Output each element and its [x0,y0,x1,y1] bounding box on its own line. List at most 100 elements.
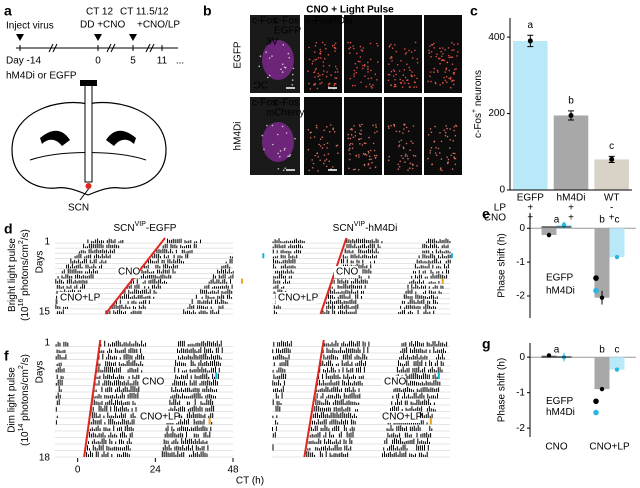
cell-speck [438,57,441,60]
cell-speck [402,80,404,82]
cell-speck [335,77,338,79]
image-label: c-Fos [252,16,277,27]
cell-speck [429,152,431,154]
cell-speck [279,150,282,152]
cell-speck [333,44,336,46]
cell-speck [361,50,364,52]
cell-speck [406,155,409,157]
cell-speck [291,79,294,81]
cell-speck [314,82,316,85]
activity [273,263,449,269]
cell-speck [289,154,292,156]
cell-speck [442,59,445,62]
cell-speck [360,133,362,135]
label-bg [58,292,98,304]
activity [56,347,223,353]
cell-speck [309,88,312,90]
cell-speck [367,71,369,73]
cell-speck [391,57,393,59]
activity [56,284,233,289]
actogram-title-part: VIP [354,221,366,228]
cell-speck [311,159,314,161]
cell-speck [392,75,395,77]
activity [85,444,209,451]
cell-speck [407,79,409,81]
cell-speck [324,57,326,60]
cell-speck [317,57,320,59]
cell-speck [309,137,312,139]
cell-speck [407,130,410,132]
cell-speck [281,125,284,128]
cell-speck [372,124,374,127]
cell-speck [393,85,396,88]
cell-speck [358,156,360,158]
cell-speck [349,52,351,54]
significance-letter: c [615,215,620,226]
actogram-title: SCNVIP-hM4Di [333,221,398,234]
y-axis-title-part: Bright light pulse [7,238,18,312]
treatment-mark [450,253,453,259]
cell-speck [348,167,350,170]
cell-speck [400,155,403,157]
cell-speck [448,77,450,80]
cell-speck [307,70,309,72]
event-arrow [16,34,24,41]
cell-speck [353,75,355,77]
label-bg [380,411,420,423]
cell-speck [440,158,443,160]
y-tick-label: 400 [488,32,505,43]
cell-speck [367,163,370,166]
cell-speck [349,46,352,49]
cell-speck [370,69,372,72]
cell-speck [398,70,401,72]
cell-speck [266,124,268,127]
cell-speck [444,49,446,51]
cell-speck [439,47,441,49]
cell-speck [281,71,284,73]
cell-specks [387,123,418,171]
cell-speck [336,68,338,70]
cell-speck [318,143,320,146]
cell-speck [325,75,328,78]
y-axis-title-part: /s) [20,229,31,240]
cell-speck [427,134,430,136]
cell-speck [268,57,271,59]
cell-speck [368,136,370,139]
cell-speck [409,162,412,165]
cell-speck [400,60,402,62]
mean-dot [561,222,567,228]
cell-speck [388,63,390,66]
cell-speck [434,125,436,128]
ventricle [106,130,136,146]
cell-speck [352,168,355,171]
actogram-title-part: -hM4Di [365,223,397,234]
micrograph [384,97,422,175]
mean-dot [614,367,620,372]
cell-speck [353,73,355,75]
cell-speck [403,69,406,71]
cell-specks [427,124,458,172]
activity [272,253,451,259]
cell-speck [282,169,285,171]
cell-speck [429,75,431,78]
cell-speck [446,127,448,130]
y-axis-title-part: + [471,109,478,113]
y-tick-label: 0 [519,352,525,363]
bar [609,228,625,258]
cell-speck [446,81,448,83]
cell-speck [280,68,282,71]
cell-speck [357,60,360,63]
label-bg [334,266,358,278]
y-axis-title-part: neurons [473,70,484,109]
cell-speck [326,126,328,128]
cell-speck [445,68,448,71]
cell-speck [319,138,322,140]
activity [56,373,219,379]
cell-speck [364,153,367,155]
cell-speck [452,152,455,155]
legend-marker [593,287,599,294]
legend-marker [593,409,599,416]
mean-dot [599,295,605,300]
cell-speck [321,41,324,44]
mean-dot [599,386,605,392]
